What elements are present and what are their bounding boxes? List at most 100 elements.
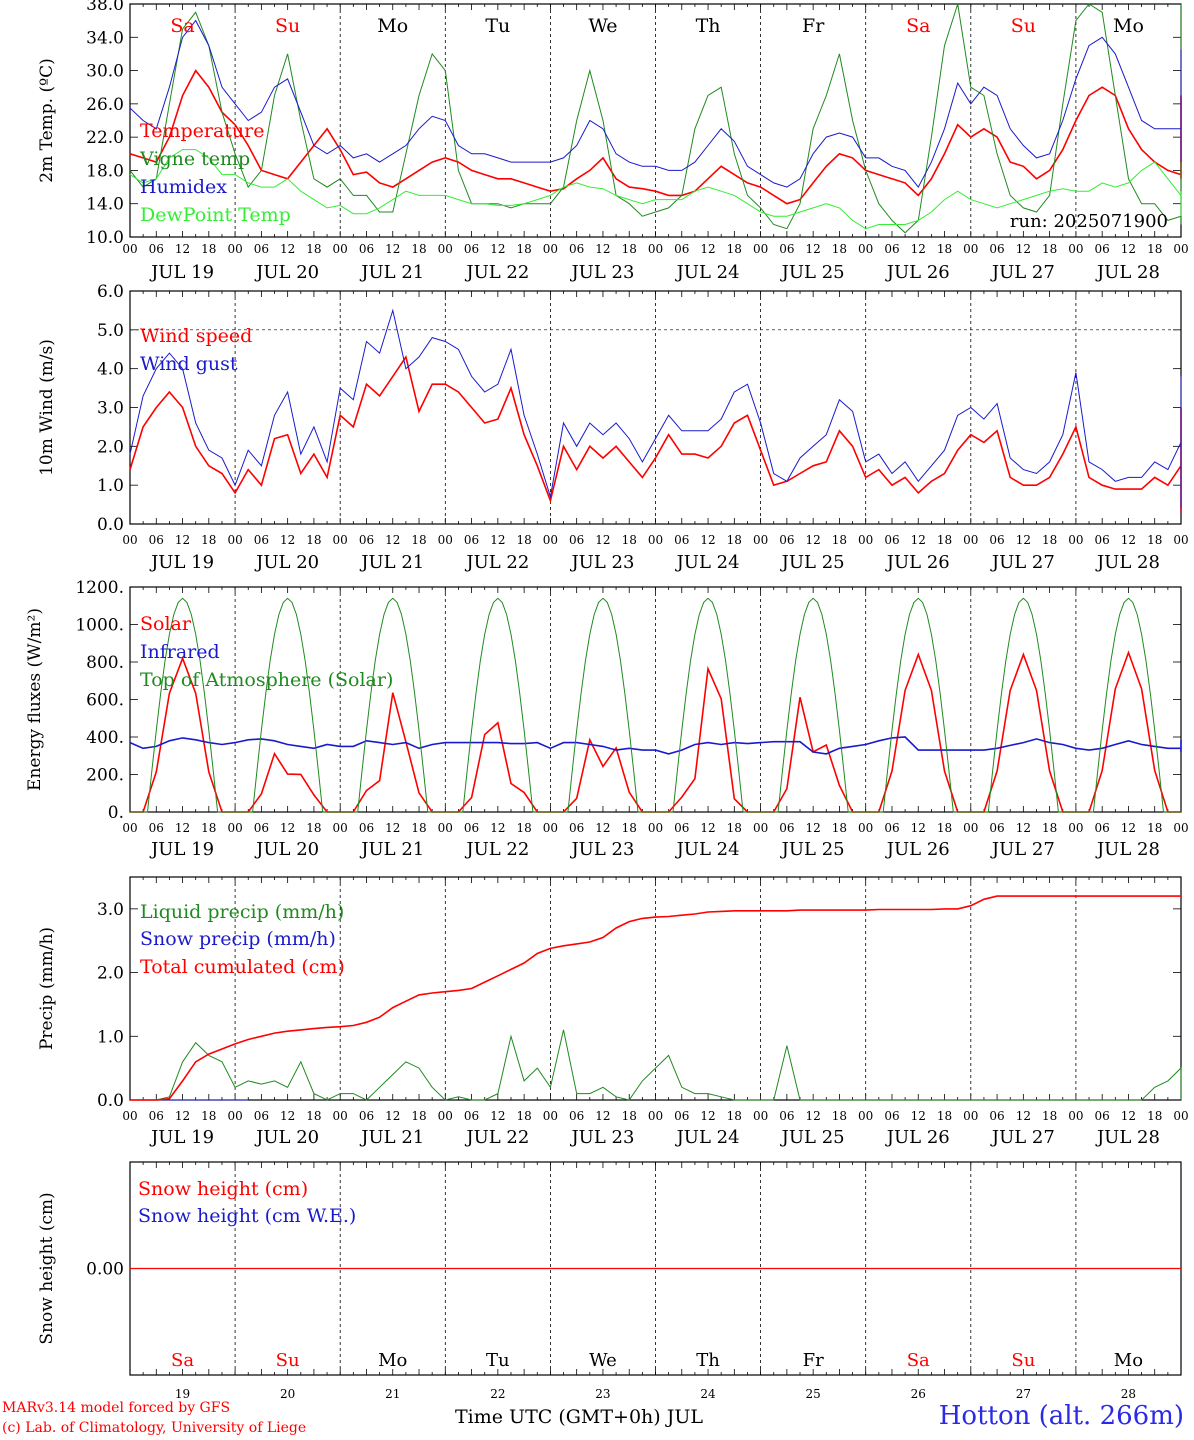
hour-tick-label: 12 <box>175 821 190 835</box>
hour-tick-label: 00 <box>858 533 873 547</box>
hour-tick-label: 12 <box>385 1109 400 1123</box>
hour-tick-label: 06 <box>989 533 1004 547</box>
weekday-label: Mo <box>377 15 408 37</box>
y-tick-label: 4.0 <box>97 360 124 380</box>
weekday-label: Fr <box>802 15 825 37</box>
date-label: JUL 27 <box>990 262 1055 283</box>
hour-tick-label: 06 <box>359 533 374 547</box>
hour-tick-label: 18 <box>516 533 531 547</box>
hour-tick-label: 06 <box>884 533 899 547</box>
hour-tick-label: 06 <box>464 1109 479 1123</box>
hour-tick-label: 00 <box>543 821 558 835</box>
hour-tick-label: 00 <box>648 242 663 256</box>
y-tick-label: 3.0 <box>97 900 124 920</box>
hour-tick-label: 18 <box>516 1109 531 1123</box>
hour-tick-label: 06 <box>989 242 1004 256</box>
hour-tick-label: 00 <box>963 821 978 835</box>
hour-tick-label: 06 <box>359 821 374 835</box>
hour-tick-label: 06 <box>779 242 794 256</box>
hour-tick-label: 18 <box>1042 533 1057 547</box>
hour-tick-label: 00 <box>963 533 978 547</box>
hour-tick-label: 06 <box>359 242 374 256</box>
hour-tick-label: 00 <box>227 1109 242 1123</box>
day-number-label: 25 <box>806 1387 821 1401</box>
date-label: JUL 20 <box>254 1127 319 1148</box>
y-tick-label: 22.0 <box>86 128 124 148</box>
y-tick-label: 18.0 <box>86 161 124 181</box>
day-number-label: 20 <box>280 1387 295 1401</box>
date-label: JUL 19 <box>149 552 214 573</box>
hour-tick-label: 00 <box>1173 1109 1188 1123</box>
hour-tick-label: 00 <box>122 1109 137 1123</box>
hour-tick-label: 12 <box>806 821 821 835</box>
hour-tick-label: 12 <box>175 242 190 256</box>
date-label: JUL 23 <box>569 1127 634 1148</box>
legend-entry: Total cumulated (cm) <box>140 956 345 978</box>
hour-tick-label: 18 <box>411 533 426 547</box>
weekday-label: Tu <box>486 1350 510 1371</box>
hour-tick-label: 00 <box>122 533 137 547</box>
hour-tick-label: 12 <box>280 1109 295 1123</box>
hour-tick-label: 12 <box>490 533 505 547</box>
hour-tick-label: 18 <box>832 821 847 835</box>
hour-tick-label: 12 <box>175 533 190 547</box>
legend-entry: Wind gust <box>140 353 238 375</box>
y-tick-label: 400. <box>86 728 124 748</box>
hour-tick-label: 00 <box>858 1109 873 1123</box>
hour-tick-label: 00 <box>753 533 768 547</box>
hour-tick-label: 12 <box>280 242 295 256</box>
hour-tick-label: 06 <box>149 533 164 547</box>
hour-tick-label: 12 <box>806 242 821 256</box>
date-label: JUL 22 <box>464 1127 529 1148</box>
hour-tick-label: 06 <box>149 1109 164 1123</box>
date-label: JUL 20 <box>254 262 319 283</box>
hour-tick-label: 00 <box>227 821 242 835</box>
hour-tick-label: 00 <box>122 242 137 256</box>
hour-tick-label: 12 <box>595 242 610 256</box>
hour-tick-label: 18 <box>832 242 847 256</box>
hour-tick-label: 00 <box>963 242 978 256</box>
y-axis-label: 10m Wind (m/s) <box>37 339 57 476</box>
y-tick-label: 2.0 <box>97 964 124 984</box>
weekday-label: Mo <box>1113 15 1144 37</box>
series-wind-gust <box>129 308 1182 509</box>
hour-tick-label: 12 <box>385 821 400 835</box>
y-tick-label: 3.0 <box>97 399 124 419</box>
hour-tick-label: 06 <box>1095 821 1110 835</box>
hour-tick-label: 06 <box>674 533 689 547</box>
hour-tick-label: 12 <box>490 1109 505 1123</box>
hour-tick-label: 00 <box>858 242 873 256</box>
hour-tick-label: 00 <box>753 1109 768 1123</box>
hour-tick-label: 12 <box>595 533 610 547</box>
y-tick-label: 34.0 <box>86 28 124 48</box>
hour-tick-label: 12 <box>911 242 926 256</box>
hour-tick-label: 00 <box>648 533 663 547</box>
day-number-label: 21 <box>385 1387 400 1401</box>
hour-tick-label: 00 <box>333 242 348 256</box>
y-tick-label: 1.0 <box>97 1027 124 1047</box>
hour-tick-label: 00 <box>1173 821 1188 835</box>
hour-tick-label: 00 <box>963 1109 978 1123</box>
date-label: JUL 19 <box>149 262 214 283</box>
run-label: run: 2025071900 <box>1010 211 1168 232</box>
hour-tick-label: 12 <box>700 821 715 835</box>
y-tick-label: 26.0 <box>86 95 124 115</box>
legend-entry: Vigne temp <box>139 148 250 170</box>
weekday-label: Sa <box>907 1350 930 1371</box>
y-tick-label: 600. <box>86 691 124 711</box>
hour-tick-label: 06 <box>569 1109 584 1123</box>
panel-3 <box>129 586 1182 813</box>
date-label: JUL 28 <box>1095 552 1160 573</box>
y-tick-label: 10.0 <box>86 228 124 248</box>
hour-tick-label: 12 <box>700 242 715 256</box>
series-dewpoint-temp <box>129 149 1182 230</box>
y-tick-label: 1000. <box>75 616 124 636</box>
hour-tick-label: 18 <box>937 533 952 547</box>
hour-tick-label: 12 <box>595 821 610 835</box>
hour-tick-label: 00 <box>438 1109 453 1123</box>
legend-entry: Temperature <box>140 120 264 142</box>
hour-tick-label: 06 <box>464 533 479 547</box>
weekday-label: Su <box>275 15 300 37</box>
weekday-label: Sa <box>906 15 930 37</box>
weekday-label: We <box>588 15 617 37</box>
